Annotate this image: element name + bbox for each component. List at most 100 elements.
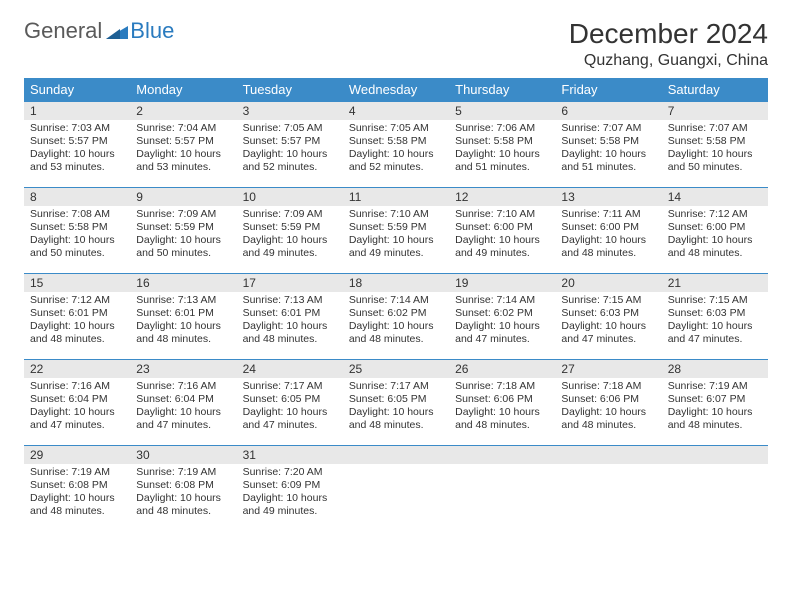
weekday-header: Saturday [662, 78, 768, 102]
day-number: 28 [662, 360, 768, 378]
day-details: Sunrise: 7:10 AMSunset: 6:00 PMDaylight:… [449, 206, 555, 265]
calendar-body: 1Sunrise: 7:03 AMSunset: 5:57 PMDaylight… [24, 102, 768, 532]
calendar-day-cell: 26Sunrise: 7:18 AMSunset: 6:06 PMDayligh… [449, 360, 555, 446]
calendar-day-cell: 19Sunrise: 7:14 AMSunset: 6:02 PMDayligh… [449, 274, 555, 360]
calendar-day-cell: 8Sunrise: 7:08 AMSunset: 5:58 PMDaylight… [24, 188, 130, 274]
day-number: 21 [662, 274, 768, 292]
calendar-day-cell: 12Sunrise: 7:10 AMSunset: 6:00 PMDayligh… [449, 188, 555, 274]
day-details: Sunrise: 7:08 AMSunset: 5:58 PMDaylight:… [24, 206, 130, 265]
calendar-day-cell: 4Sunrise: 7:05 AMSunset: 5:58 PMDaylight… [343, 102, 449, 188]
calendar-day-cell: 21Sunrise: 7:15 AMSunset: 6:03 PMDayligh… [662, 274, 768, 360]
day-details: Sunrise: 7:09 AMSunset: 5:59 PMDaylight:… [130, 206, 236, 265]
day-details: Sunrise: 7:19 AMSunset: 6:08 PMDaylight:… [130, 464, 236, 523]
weekday-header: Monday [130, 78, 236, 102]
day-details: Sunrise: 7:07 AMSunset: 5:58 PMDaylight:… [662, 120, 768, 179]
calendar-day-cell: 27Sunrise: 7:18 AMSunset: 6:06 PMDayligh… [555, 360, 661, 446]
day-details: Sunrise: 7:18 AMSunset: 6:06 PMDaylight:… [449, 378, 555, 437]
calendar-day-cell: 2Sunrise: 7:04 AMSunset: 5:57 PMDaylight… [130, 102, 236, 188]
day-details: Sunrise: 7:12 AMSunset: 6:00 PMDaylight:… [662, 206, 768, 265]
title-block: December 2024 Quzhang, Guangxi, China [569, 18, 768, 70]
day-number: 9 [130, 188, 236, 206]
day-number: 17 [237, 274, 343, 292]
calendar-day-cell: 16Sunrise: 7:13 AMSunset: 6:01 PMDayligh… [130, 274, 236, 360]
day-number: 15 [24, 274, 130, 292]
empty-day-header [449, 446, 555, 464]
calendar-day-cell [449, 446, 555, 532]
calendar-day-cell: 1Sunrise: 7:03 AMSunset: 5:57 PMDaylight… [24, 102, 130, 188]
day-details: Sunrise: 7:16 AMSunset: 6:04 PMDaylight:… [130, 378, 236, 437]
logo: General Blue [24, 18, 174, 44]
calendar-day-cell: 20Sunrise: 7:15 AMSunset: 6:03 PMDayligh… [555, 274, 661, 360]
calendar-day-cell: 28Sunrise: 7:19 AMSunset: 6:07 PMDayligh… [662, 360, 768, 446]
day-number: 1 [24, 102, 130, 120]
day-number: 6 [555, 102, 661, 120]
calendar-day-cell: 11Sunrise: 7:10 AMSunset: 5:59 PMDayligh… [343, 188, 449, 274]
calendar-day-cell: 5Sunrise: 7:06 AMSunset: 5:58 PMDaylight… [449, 102, 555, 188]
weekday-header: Tuesday [237, 78, 343, 102]
day-details: Sunrise: 7:06 AMSunset: 5:58 PMDaylight:… [449, 120, 555, 179]
day-number: 16 [130, 274, 236, 292]
day-number: 19 [449, 274, 555, 292]
day-number: 20 [555, 274, 661, 292]
empty-day-header [555, 446, 661, 464]
calendar-day-cell [662, 446, 768, 532]
calendar-day-cell: 17Sunrise: 7:13 AMSunset: 6:01 PMDayligh… [237, 274, 343, 360]
day-number: 12 [449, 188, 555, 206]
day-details: Sunrise: 7:15 AMSunset: 6:03 PMDaylight:… [662, 292, 768, 351]
day-details: Sunrise: 7:17 AMSunset: 6:05 PMDaylight:… [237, 378, 343, 437]
calendar-day-cell: 15Sunrise: 7:12 AMSunset: 6:01 PMDayligh… [24, 274, 130, 360]
day-details: Sunrise: 7:03 AMSunset: 5:57 PMDaylight:… [24, 120, 130, 179]
day-details: Sunrise: 7:13 AMSunset: 6:01 PMDaylight:… [237, 292, 343, 351]
weekday-header: Thursday [449, 78, 555, 102]
logo-triangle-icon [106, 23, 128, 39]
day-details: Sunrise: 7:15 AMSunset: 6:03 PMDaylight:… [555, 292, 661, 351]
day-number: 23 [130, 360, 236, 378]
day-number: 4 [343, 102, 449, 120]
calendar-day-cell: 31Sunrise: 7:20 AMSunset: 6:09 PMDayligh… [237, 446, 343, 532]
calendar-day-cell: 6Sunrise: 7:07 AMSunset: 5:58 PMDaylight… [555, 102, 661, 188]
day-number: 2 [130, 102, 236, 120]
day-details: Sunrise: 7:19 AMSunset: 6:07 PMDaylight:… [662, 378, 768, 437]
weekday-header: Friday [555, 78, 661, 102]
calendar-day-cell: 10Sunrise: 7:09 AMSunset: 5:59 PMDayligh… [237, 188, 343, 274]
calendar-day-cell [343, 446, 449, 532]
calendar-week-row: 8Sunrise: 7:08 AMSunset: 5:58 PMDaylight… [24, 188, 768, 274]
weekday-header-row: Sunday Monday Tuesday Wednesday Thursday… [24, 78, 768, 102]
day-number: 30 [130, 446, 236, 464]
day-number: 24 [237, 360, 343, 378]
day-number: 8 [24, 188, 130, 206]
calendar-day-cell: 22Sunrise: 7:16 AMSunset: 6:04 PMDayligh… [24, 360, 130, 446]
calendar-day-cell: 13Sunrise: 7:11 AMSunset: 6:00 PMDayligh… [555, 188, 661, 274]
day-details: Sunrise: 7:07 AMSunset: 5:58 PMDaylight:… [555, 120, 661, 179]
empty-day-header [343, 446, 449, 464]
calendar-day-cell: 18Sunrise: 7:14 AMSunset: 6:02 PMDayligh… [343, 274, 449, 360]
calendar-day-cell: 14Sunrise: 7:12 AMSunset: 6:00 PMDayligh… [662, 188, 768, 274]
day-number: 3 [237, 102, 343, 120]
calendar-day-cell: 25Sunrise: 7:17 AMSunset: 6:05 PMDayligh… [343, 360, 449, 446]
header-row: General Blue December 2024 Quzhang, Guan… [24, 18, 768, 70]
day-details: Sunrise: 7:16 AMSunset: 6:04 PMDaylight:… [24, 378, 130, 437]
day-details: Sunrise: 7:19 AMSunset: 6:08 PMDaylight:… [24, 464, 130, 523]
weekday-header: Sunday [24, 78, 130, 102]
weekday-header: Wednesday [343, 78, 449, 102]
day-number: 25 [343, 360, 449, 378]
day-number: 29 [24, 446, 130, 464]
day-number: 13 [555, 188, 661, 206]
calendar-week-row: 15Sunrise: 7:12 AMSunset: 6:01 PMDayligh… [24, 274, 768, 360]
day-details: Sunrise: 7:09 AMSunset: 5:59 PMDaylight:… [237, 206, 343, 265]
day-details: Sunrise: 7:13 AMSunset: 6:01 PMDaylight:… [130, 292, 236, 351]
calendar-day-cell: 9Sunrise: 7:09 AMSunset: 5:59 PMDaylight… [130, 188, 236, 274]
calendar-day-cell: 23Sunrise: 7:16 AMSunset: 6:04 PMDayligh… [130, 360, 236, 446]
logo-word2: Blue [130, 18, 174, 44]
empty-day-header [662, 446, 768, 464]
day-details: Sunrise: 7:12 AMSunset: 6:01 PMDaylight:… [24, 292, 130, 351]
day-number: 11 [343, 188, 449, 206]
day-details: Sunrise: 7:05 AMSunset: 5:58 PMDaylight:… [343, 120, 449, 179]
day-details: Sunrise: 7:10 AMSunset: 5:59 PMDaylight:… [343, 206, 449, 265]
calendar-week-row: 22Sunrise: 7:16 AMSunset: 6:04 PMDayligh… [24, 360, 768, 446]
day-number: 7 [662, 102, 768, 120]
day-details: Sunrise: 7:14 AMSunset: 6:02 PMDaylight:… [449, 292, 555, 351]
calendar-day-cell: 7Sunrise: 7:07 AMSunset: 5:58 PMDaylight… [662, 102, 768, 188]
day-details: Sunrise: 7:18 AMSunset: 6:06 PMDaylight:… [555, 378, 661, 437]
day-number: 10 [237, 188, 343, 206]
